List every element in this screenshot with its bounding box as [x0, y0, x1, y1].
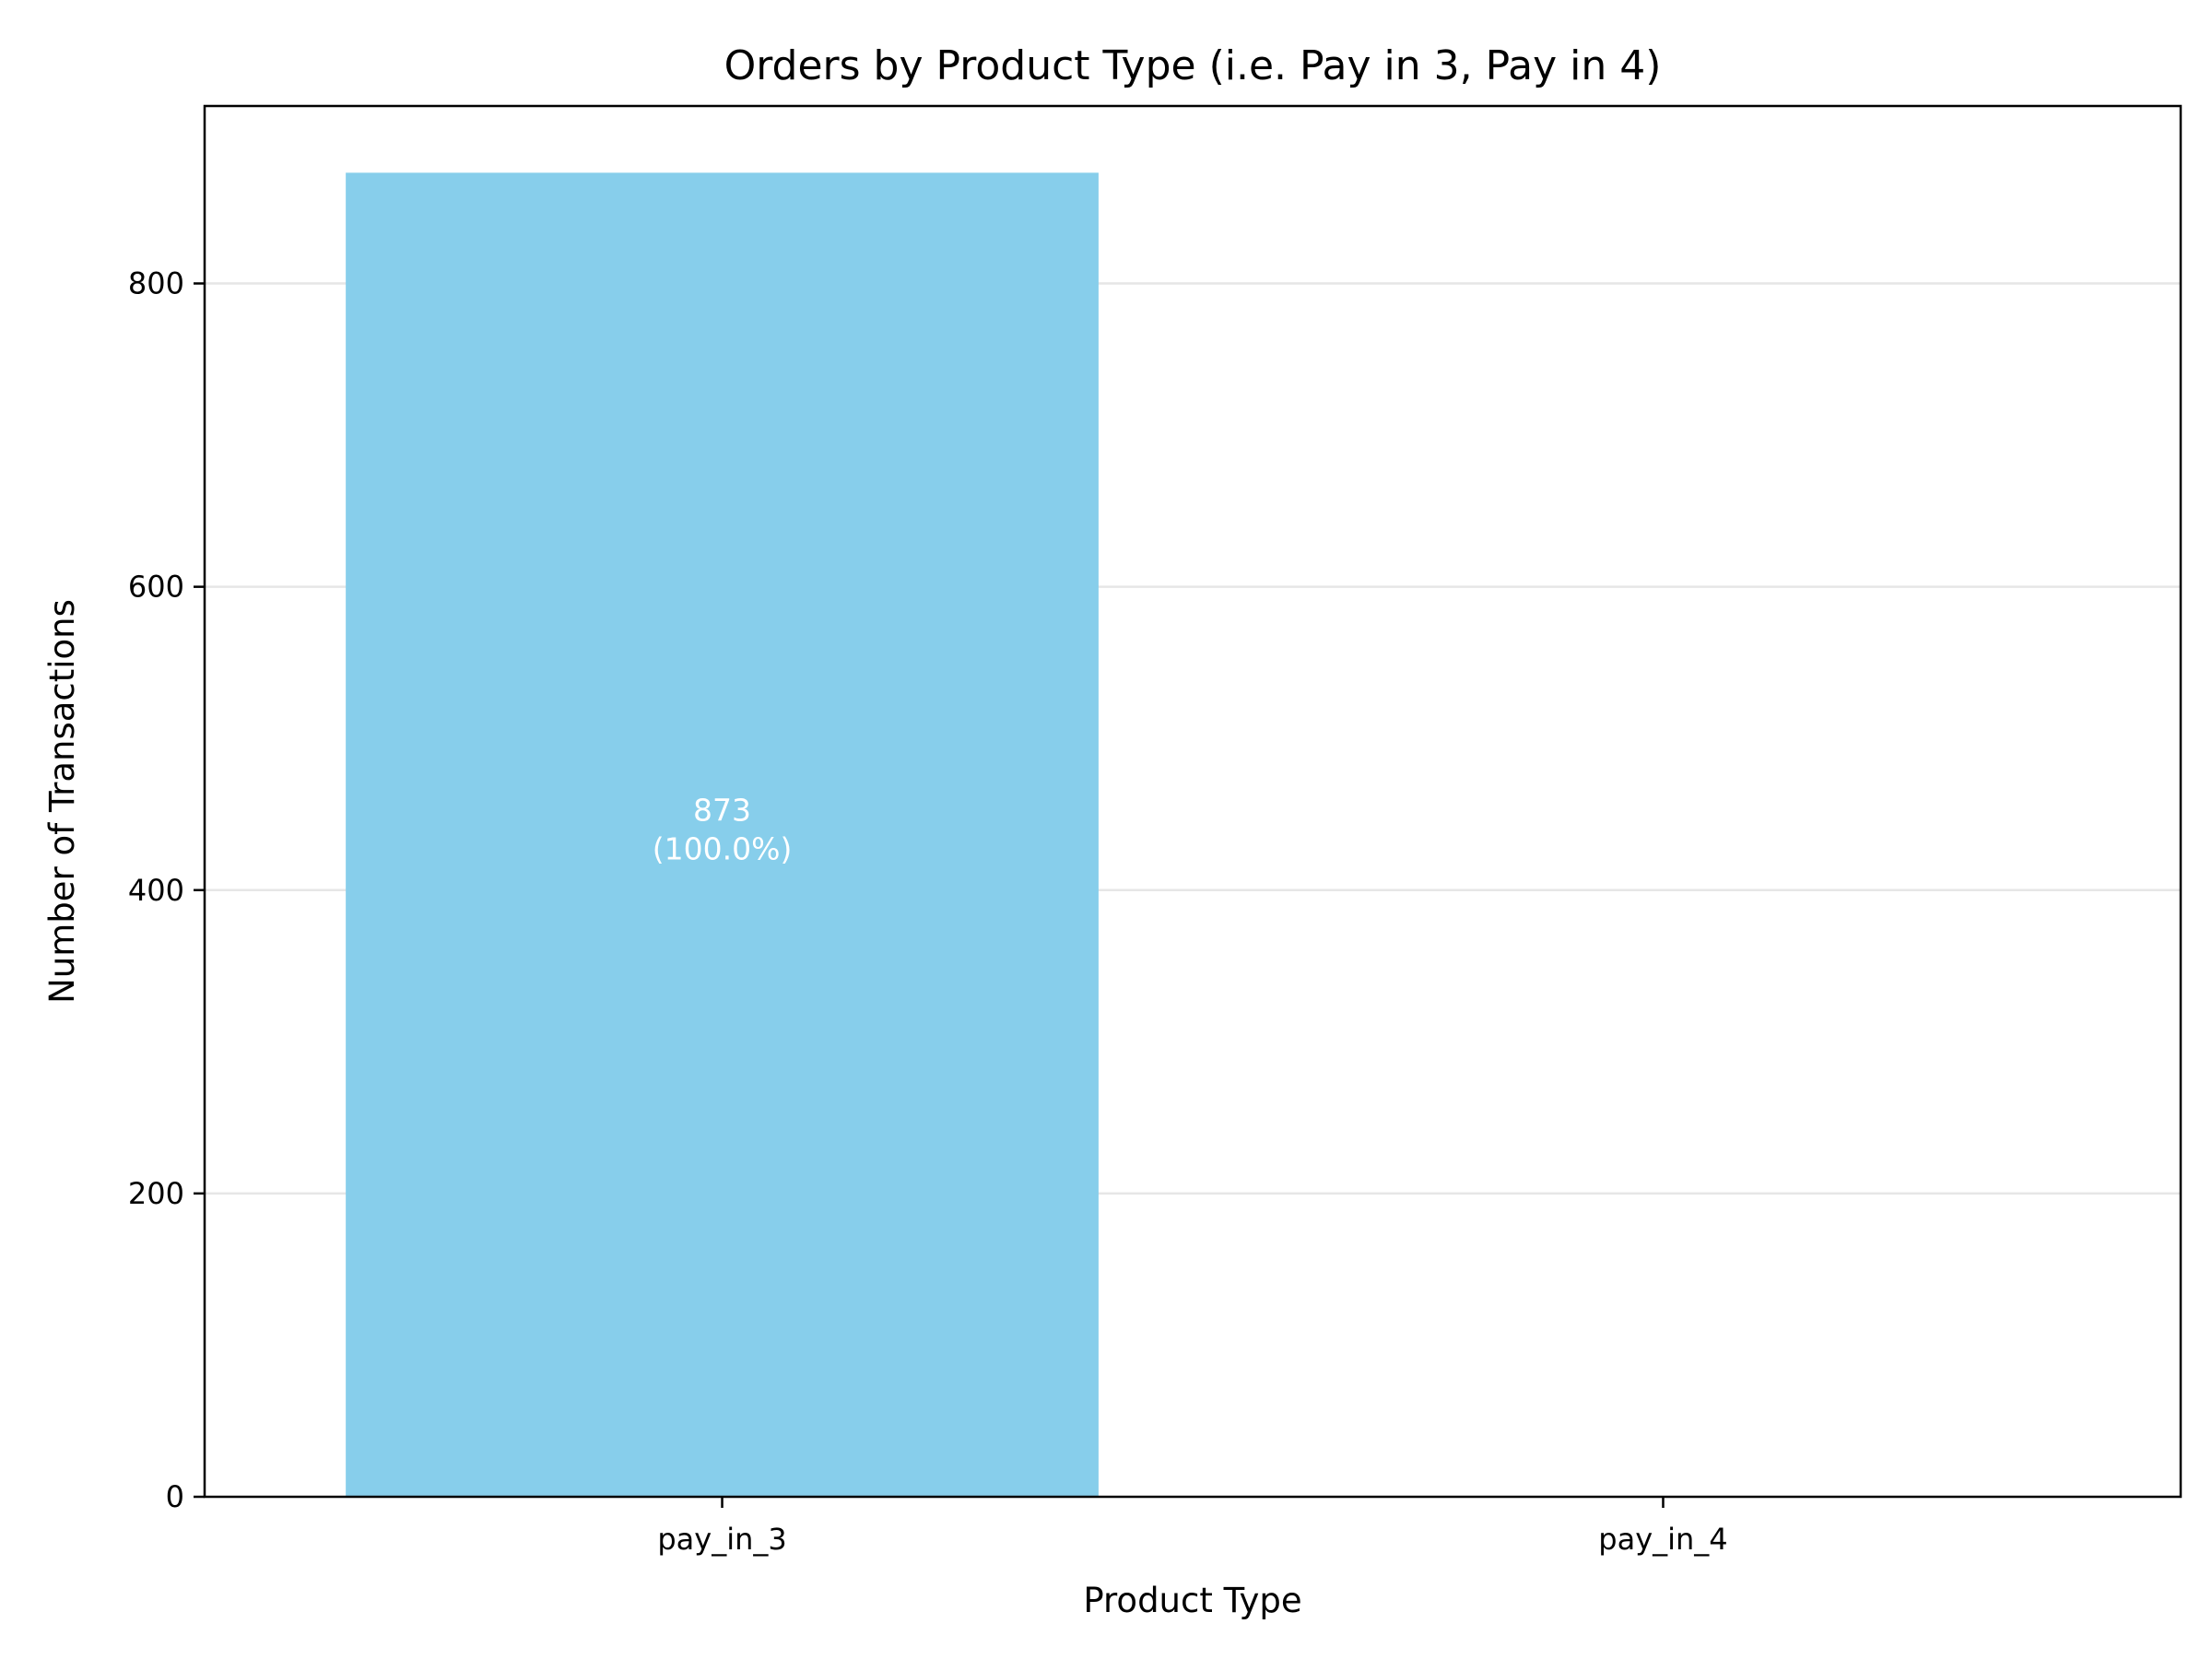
data-label-percent: (100.0%) [653, 831, 793, 867]
chart-title: Orders by Product Type (i.e. Pay in 3, P… [724, 42, 1662, 89]
y-axis-label: Number of Transactions [42, 599, 82, 1004]
y-axis-ticks: 0 200 400 600 800 [128, 266, 205, 1514]
x-tick-label: pay_in_4 [1598, 1522, 1727, 1557]
y-tick-label: 400 [128, 873, 184, 908]
x-axis-label: Product Type [1083, 1581, 1301, 1620]
y-tick-label: 800 [128, 266, 184, 301]
plot-frame [203, 104, 2183, 1499]
data-labels: 873(100.0%) [653, 793, 793, 867]
bar-pay_in_3 [346, 172, 1099, 1498]
bars [346, 172, 1099, 1498]
data-label-count: 873 [693, 793, 751, 829]
y-tick-label: 600 [128, 570, 184, 605]
x-tick-label: pay_in_3 [657, 1522, 786, 1557]
y-tick-label: 200 [128, 1176, 184, 1211]
y-tick-label: 0 [166, 1479, 184, 1514]
x-axis-ticks: pay_in_3 pay_in_4 [657, 1497, 1728, 1557]
